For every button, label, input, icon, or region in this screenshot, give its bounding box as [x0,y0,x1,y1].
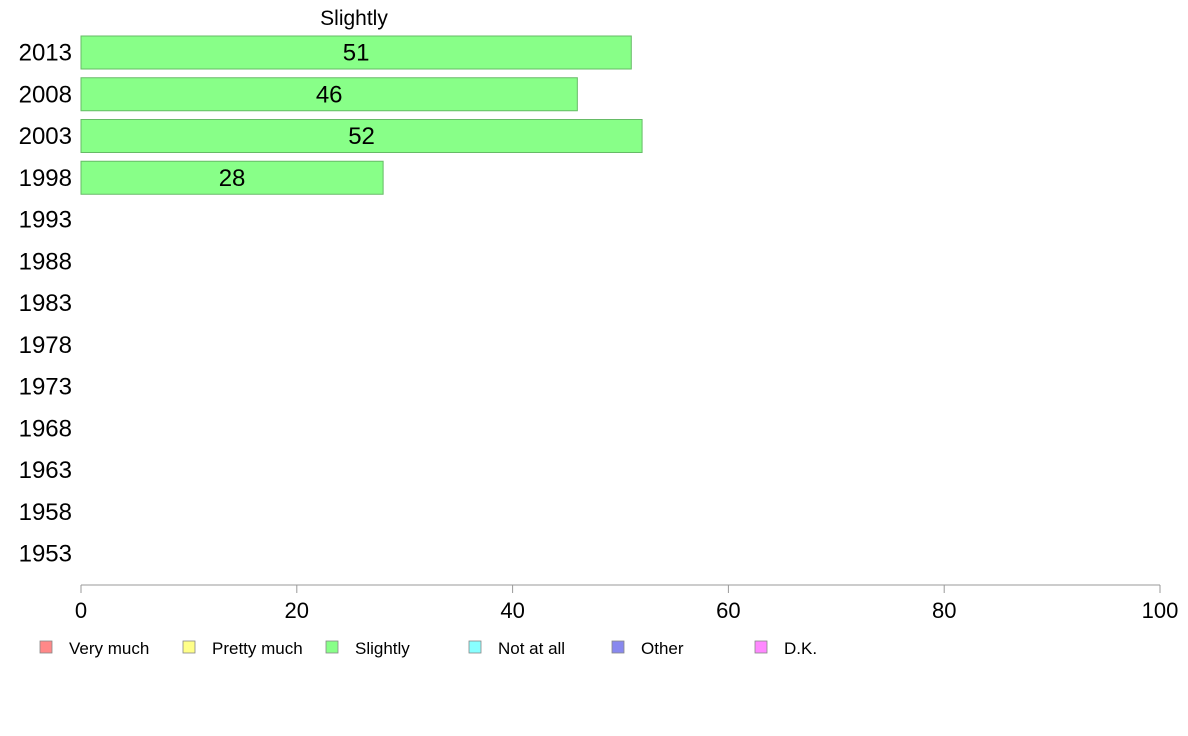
x-tick-label: 60 [716,598,740,623]
legend-label: Other [641,639,684,658]
category-label: 1973 [19,374,72,401]
x-tick-label: 100 [1142,598,1179,623]
category-label: 2008 [19,81,72,108]
legend-swatch [611,640,625,654]
bar [80,77,578,112]
bar [80,160,384,195]
legend-swatch [468,640,482,654]
category-label: 1968 [19,415,72,442]
legend-label: Very much [69,639,149,658]
legend-swatch [39,640,53,654]
legend-label: Not at all [498,639,565,658]
x-tick-label: 40 [500,598,524,623]
x-axis: 0 20 40 60 80 100 [75,584,1179,623]
bar-value-label: 51 [343,40,370,67]
legend-swatch [754,640,768,654]
category-label: 2013 [19,40,72,67]
legend-label: Pretty much [212,639,303,658]
bar-value-label: 46 [316,81,343,108]
category-label: 1998 [19,165,72,192]
legend-label: D.K. [784,639,817,658]
legend-label: Slightly [355,639,410,658]
category-label: 1993 [19,207,72,234]
category-axis-labels: 2013 2008 2003 1998 1993 1988 1983 1978 1973 1968… [19,40,72,568]
category-label: 1953 [19,541,72,568]
legend-swatch [325,640,339,654]
category-label: 2003 [19,123,72,150]
category-label: 1958 [19,499,72,526]
x-tick-label: 20 [285,598,309,623]
category-label: 1988 [19,248,72,275]
bar-value-label: 52 [348,123,375,150]
bar [80,35,632,70]
legend-swatch [182,640,196,654]
legend: Very much Pretty much Slightly Not at all Ot… [39,639,817,658]
chart-title: Slightly [320,7,388,30]
category-label: 1983 [19,290,72,317]
category-label: 1978 [19,332,72,359]
x-tick-label: 80 [932,598,956,623]
bar-value-label: 28 [219,165,246,192]
bar [80,119,643,153]
category-label: 1963 [19,457,72,484]
x-tick-label: 0 [75,598,87,623]
